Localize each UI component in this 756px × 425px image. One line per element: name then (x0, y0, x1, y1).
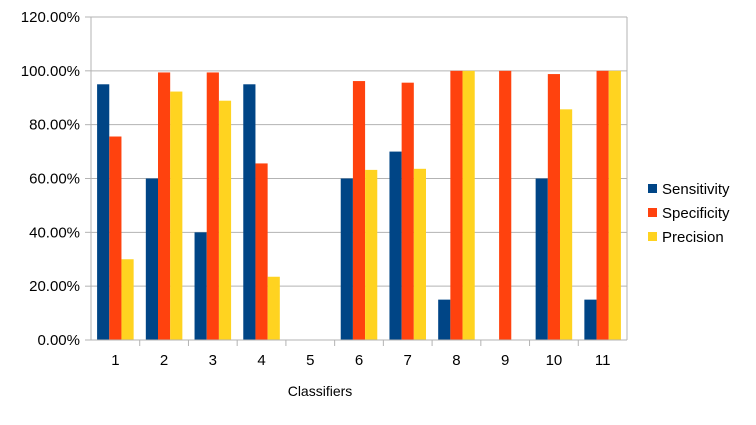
bar-precision-3 (218, 100, 232, 340)
y-tick-label: 80.00% (29, 117, 80, 134)
bar-precision-8 (462, 70, 475, 340)
x-tick-label: 8 (452, 352, 460, 369)
bar-precision-7 (413, 168, 426, 340)
bar-sensitivity-6 (340, 178, 353, 340)
bar-precision-6 (365, 169, 378, 340)
y-tick-label: 100.00% (21, 63, 80, 80)
legend-label-precision: Precision (662, 229, 724, 246)
bar-precision-1 (121, 259, 134, 340)
bar-sensitivity-11 (584, 299, 597, 340)
bar-specificity-3 (206, 72, 219, 340)
y-tick-label: 60.00% (29, 171, 80, 188)
x-tick-label: 2 (160, 352, 168, 369)
x-tick-label: 7 (404, 352, 412, 369)
bar-sensitivity-3 (194, 232, 207, 340)
bars (97, 70, 621, 341)
y-tick-label: 120.00% (21, 9, 80, 26)
x-tick-labels: 1 2 3 4 5 6 7 8 9 10 11 (111, 352, 610, 369)
bar-specificity-6 (352, 81, 366, 340)
bar-specificity-8 (450, 70, 463, 340)
bar-sensitivity-8 (438, 299, 451, 340)
y-tick-label: 40.00% (29, 224, 80, 241)
bar-precision-10 (560, 109, 573, 341)
bar-specificity-4 (255, 163, 268, 340)
bar-sensitivity-10 (535, 178, 548, 340)
x-tick-label: 10 (546, 352, 563, 369)
y-tick-labels: 0.00% 20.00% 40.00% 60.00% 80.00% 100.00% 120.… (21, 9, 80, 349)
x-tick-label: 11 (595, 352, 611, 369)
bar-specificity-9 (499, 70, 512, 340)
bar-sensitivity-7 (389, 151, 402, 340)
x-tick-label: 1 (111, 352, 119, 369)
bar-specificity-2 (158, 72, 171, 340)
axes (85, 16, 628, 346)
bar-specificity-7 (401, 82, 414, 340)
legend: Sensitivity Specificity Precision (648, 181, 730, 246)
legend-label-sensitivity: Sensitivity (662, 181, 730, 198)
x-axis-title: Classifiers (288, 383, 353, 399)
bar-specificity-11 (596, 70, 609, 340)
legend-label-specificity: Specificity (662, 205, 730, 222)
x-tick-label: 9 (501, 352, 509, 369)
x-tick-label: 3 (209, 352, 217, 369)
bar-specificity-10 (547, 74, 560, 341)
bar-precision-11 (608, 70, 621, 340)
x-tick-label: 5 (306, 352, 314, 369)
bar-sensitivity-2 (145, 178, 158, 340)
y-tick-label: 0.00% (37, 332, 80, 349)
bar-precision-2 (170, 91, 183, 340)
bar-precision-4 (267, 276, 280, 340)
x-tick-label: 4 (257, 352, 265, 369)
legend-swatch-sensitivity (648, 184, 657, 193)
legend-swatch-precision (648, 232, 657, 241)
bar-sensitivity-1 (97, 84, 110, 341)
x-tick-label: 6 (355, 352, 363, 369)
bar-sensitivity-4 (243, 84, 256, 341)
y-tick-label: 20.00% (29, 278, 80, 295)
legend-swatch-specificity (648, 208, 657, 217)
bar-specificity-1 (109, 136, 122, 340)
